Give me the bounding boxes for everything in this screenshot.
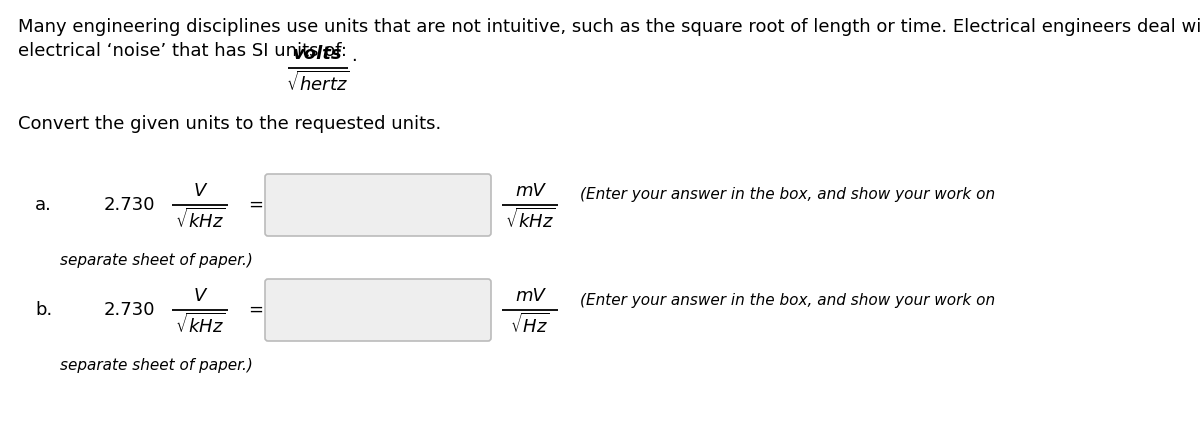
Text: $\sqrt{\mathit{Hz}}$: $\sqrt{\mathit{Hz}}$ xyxy=(510,313,550,337)
Text: $\sqrt{\mathit{kHz}}$: $\sqrt{\mathit{kHz}}$ xyxy=(174,313,226,337)
Text: b.: b. xyxy=(35,301,53,319)
Text: (Enter your answer in the box, and show your work on: (Enter your answer in the box, and show … xyxy=(580,187,995,203)
Text: =: = xyxy=(248,301,263,319)
Text: electrical ‘noise’ that has SI units of:: electrical ‘noise’ that has SI units of: xyxy=(18,42,347,60)
Text: V: V xyxy=(194,287,206,305)
Text: Convert the given units to the requested units.: Convert the given units to the requested… xyxy=(18,115,442,133)
FancyBboxPatch shape xyxy=(265,174,491,236)
Text: 2.730: 2.730 xyxy=(103,301,155,319)
Text: Many engineering disciplines use units that are not intuitive, such as the squar: Many engineering disciplines use units t… xyxy=(18,18,1200,36)
Text: =: = xyxy=(248,196,263,214)
Text: a.: a. xyxy=(35,196,52,214)
Text: mV: mV xyxy=(515,182,545,200)
Text: 2.730: 2.730 xyxy=(103,196,155,214)
Text: volts: volts xyxy=(293,45,343,63)
Text: V: V xyxy=(194,182,206,200)
FancyBboxPatch shape xyxy=(265,279,491,341)
Text: (Enter your answer in the box, and show your work on: (Enter your answer in the box, and show … xyxy=(580,292,995,307)
Text: $\sqrt{\mathit{kHz}}$: $\sqrt{\mathit{kHz}}$ xyxy=(174,208,226,232)
Text: separate sheet of paper.): separate sheet of paper.) xyxy=(60,253,253,268)
Text: mV: mV xyxy=(515,287,545,305)
Text: .: . xyxy=(352,47,356,65)
Text: $\sqrt{\mathit{hertz}}$: $\sqrt{\mathit{hertz}}$ xyxy=(286,71,350,95)
Text: $\sqrt{\mathit{kHz}}$: $\sqrt{\mathit{kHz}}$ xyxy=(504,208,556,232)
Text: separate sheet of paper.): separate sheet of paper.) xyxy=(60,358,253,373)
